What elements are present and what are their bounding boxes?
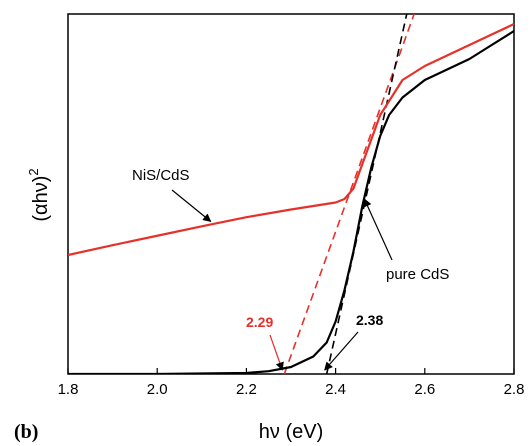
annotation-nis-cds-label: NiS/CdS <box>132 167 190 184</box>
intercept-label-black: 2.38 <box>356 312 383 328</box>
plot-area <box>67 13 515 375</box>
intercept-label-red: 2.29 <box>246 314 273 330</box>
x-axis-label: hν (eV) <box>259 421 323 443</box>
series-line-nis-cds <box>68 23 514 257</box>
x-tick-label-0: 1.8 <box>58 381 79 398</box>
y-axis-label: (αhν)2 <box>26 168 52 221</box>
x-tick-label-3: 2.4 <box>325 381 346 398</box>
annotation-pure-cds: pure CdS <box>363 198 449 283</box>
intercept-arrow-red <box>269 334 284 371</box>
annotation-nis-cds-arrow <box>171 189 212 223</box>
series-line-pure-cds <box>68 30 514 374</box>
annotation-nis-cds: NiS/CdS <box>132 167 212 223</box>
intercept-arrow-black <box>324 331 359 371</box>
y-axis-label-superscript: 2 <box>26 168 41 175</box>
svg-text:(αhν)2: (αhν)2 <box>26 168 52 221</box>
x-axis-ticks: 1.8 2.0 2.2 2.4 2.6 2.8 <box>58 368 525 398</box>
x-tick-label-2: 2.2 <box>236 381 257 398</box>
panel-label: (b) <box>14 421 38 443</box>
x-tick-label-1: 2.0 <box>147 381 168 398</box>
fit-lines <box>283 14 415 374</box>
intercept-black: 2.38 <box>324 312 383 371</box>
y-axis-label-main: (αhν) <box>30 176 52 222</box>
annotation-pure-cds-label: pure CdS <box>386 266 449 283</box>
x-tick-label-4: 2.6 <box>414 381 435 398</box>
fit-line-1 <box>325 14 408 374</box>
intercept-red: 2.29 <box>246 314 284 371</box>
data-series <box>68 23 514 374</box>
annotation-pure-cds-arrow <box>363 198 393 261</box>
x-tick-label-5: 2.8 <box>504 381 525 398</box>
